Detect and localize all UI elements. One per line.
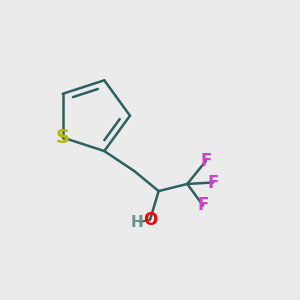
Text: F: F <box>197 196 209 214</box>
Text: S: S <box>56 128 70 147</box>
Text: O: O <box>143 211 157 229</box>
Text: F: F <box>200 152 212 170</box>
Text: H: H <box>131 215 143 230</box>
Text: F: F <box>207 173 219 191</box>
